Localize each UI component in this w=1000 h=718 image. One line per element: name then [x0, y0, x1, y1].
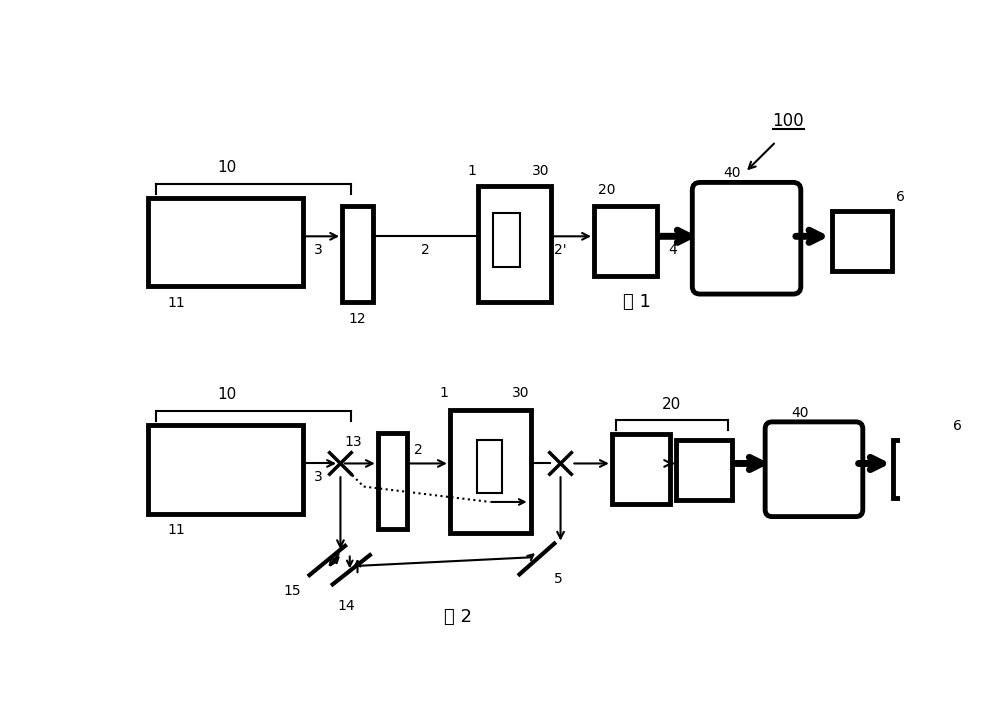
Text: 4: 4	[669, 243, 677, 257]
Text: 1: 1	[439, 386, 448, 400]
Bar	[378, 433, 407, 529]
Text: 2': 2'	[554, 243, 567, 257]
Text: 20: 20	[662, 398, 681, 412]
Text: 图 2: 图 2	[444, 608, 472, 627]
Text: 11: 11	[168, 523, 185, 538]
Text: 图 1: 图 1	[623, 293, 650, 311]
Text: 30: 30	[532, 164, 550, 178]
Text: 13: 13	[344, 435, 362, 449]
Bar	[450, 409, 531, 533]
Bar	[493, 213, 520, 267]
Bar	[478, 186, 551, 302]
Text: 3: 3	[314, 470, 323, 485]
Bar	[612, 434, 670, 503]
Text: 40: 40	[723, 166, 741, 180]
Bar	[676, 440, 732, 500]
Bar	[594, 205, 657, 276]
Text: 2: 2	[421, 243, 429, 257]
Text: 100: 100	[772, 112, 803, 130]
Bar	[893, 440, 949, 498]
FancyBboxPatch shape	[765, 422, 863, 516]
Text: 6: 6	[896, 190, 905, 204]
FancyBboxPatch shape	[692, 182, 801, 294]
Text: 30: 30	[512, 386, 530, 400]
Bar	[148, 425, 303, 513]
Text: 12: 12	[349, 312, 366, 326]
Bar	[148, 198, 303, 286]
Text: 3: 3	[314, 243, 323, 257]
Bar	[832, 211, 892, 271]
Text: 11: 11	[168, 297, 185, 310]
Bar	[477, 440, 502, 493]
Text: 1: 1	[467, 164, 476, 178]
Text: 5: 5	[554, 572, 563, 586]
Text: 10: 10	[217, 387, 236, 401]
Text: 2: 2	[414, 442, 423, 457]
Text: 10: 10	[217, 159, 236, 174]
Text: 6: 6	[953, 419, 962, 434]
Text: 40: 40	[792, 406, 809, 421]
Text: 15: 15	[284, 584, 301, 597]
Bar	[342, 205, 373, 302]
Text: 14: 14	[338, 599, 355, 613]
Text: 20: 20	[598, 183, 615, 197]
